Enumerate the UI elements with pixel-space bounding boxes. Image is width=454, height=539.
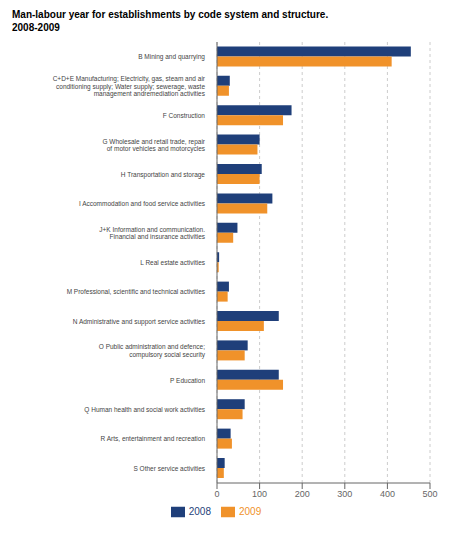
svg-text:L Real estate activities: L Real estate activities	[140, 259, 206, 266]
svg-text:S Other service activities: S Other service activities	[133, 465, 205, 472]
svg-text:F Construction: F Construction	[163, 112, 206, 119]
html-text:Man-labour year for establishm: Man-labour year for establishments by co…	[12, 9, 329, 33]
svg-text:200: 200	[295, 489, 310, 499]
svg-text:500: 500	[422, 489, 437, 499]
svg-text:Q Human health and social work: Q Human health and social work activitie…	[84, 406, 205, 414]
svg-text:H Transportation and storage: H Transportation and storage	[121, 171, 206, 179]
svg-text:R Arts, entertainment and recr: R Arts, entertainment and recreation	[101, 435, 206, 442]
svg-text:0: 0	[214, 489, 219, 499]
html-text:2008: 2008	[188, 505, 211, 517]
svg-text:400: 400	[380, 489, 395, 499]
svg-text:P Education: P Education	[170, 377, 205, 384]
svg-text:N Administrative and support s: N Administrative and support service act…	[73, 318, 206, 326]
svg-text:G Wholesale and retail trade,: G Wholesale and retail trade, repairof m…	[102, 138, 205, 154]
svg-text:M Professional, scientific and: M Professional, scientific and technical…	[67, 288, 206, 295]
svg-text:I Accommodation and food servi: I Accommodation and food service activit…	[79, 200, 206, 207]
svg-text:100: 100	[252, 489, 267, 499]
svg-text:J+K Information and communicat: J+K Information and communication.Financ…	[99, 226, 205, 241]
svg-text:O Public administration and de: O Public administration and defence;comp…	[99, 343, 206, 359]
svg-text:C+D+E Manufacturing; Electrici: C+D+E Manufacturing; Electricity, gas, s…	[53, 75, 206, 98]
svg-text:B Mining and quarrying: B Mining and quarrying	[138, 53, 205, 61]
html-text:2009: 2009	[239, 505, 262, 517]
svg-text:300: 300	[337, 489, 352, 499]
